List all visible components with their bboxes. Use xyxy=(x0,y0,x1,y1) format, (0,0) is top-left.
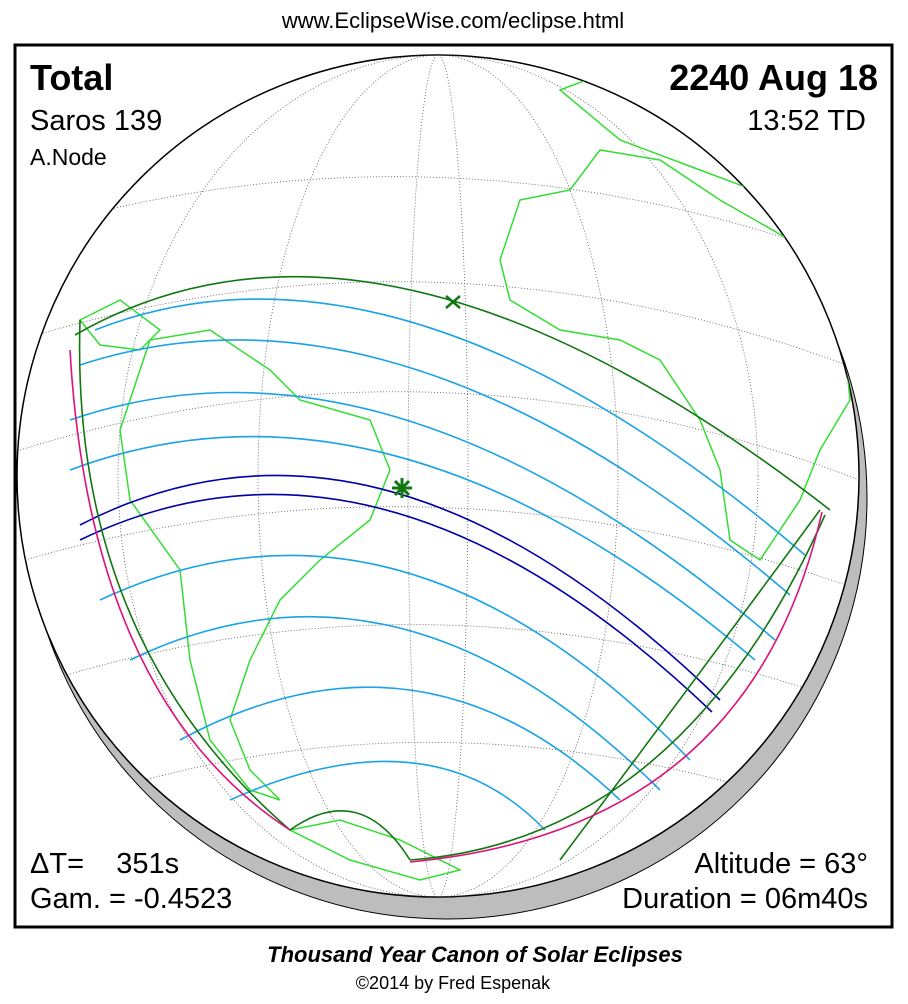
graticule-line xyxy=(49,624,841,701)
totality-path-limit xyxy=(79,493,713,713)
time: 13:52 TD xyxy=(747,105,866,137)
gamma: Gam. = -0.4523 xyxy=(30,883,232,915)
node: A.Node xyxy=(30,144,107,170)
graticule-line xyxy=(19,391,859,481)
altitude: Altitude = 63° xyxy=(694,848,868,880)
penumbral-limit xyxy=(409,514,826,861)
duration: Duration = 06m40s xyxy=(622,883,868,915)
graticule-line xyxy=(407,55,469,897)
eclipse-magnitude-curve xyxy=(79,339,791,596)
eclipse-magnitude-curve xyxy=(94,298,806,556)
totality-path-limit xyxy=(79,474,721,701)
saros: Saros 139 xyxy=(30,105,162,137)
footer-title: Thousand Year Canon of Solar Eclipses xyxy=(267,942,683,967)
globe-view xyxy=(16,54,868,920)
eclipse-magnitude-curve xyxy=(129,615,661,791)
date: 2240 Aug 18 xyxy=(669,57,878,98)
eclipse-magnitude-curve xyxy=(69,435,756,661)
graticule-line xyxy=(117,55,759,897)
rise-set-limit xyxy=(409,511,823,863)
globe-content xyxy=(19,55,859,897)
earth-disk xyxy=(16,54,860,898)
graticule-line xyxy=(257,55,619,897)
eclipse-magnitude-curve xyxy=(229,760,546,831)
eclipse-type: Total xyxy=(30,57,113,98)
coastline xyxy=(78,299,162,351)
coastline xyxy=(499,149,851,562)
greatest-eclipse-marker xyxy=(392,478,412,498)
url: www.EclipseWise.com/eclipse.html xyxy=(281,8,624,33)
eclipse-magnitude-curve xyxy=(99,554,691,761)
penumbral-limit xyxy=(289,809,411,861)
coastline xyxy=(119,329,391,801)
rise-set-limit xyxy=(69,349,291,831)
graticule-line xyxy=(24,506,859,591)
greatest-eclipse-axis-marker xyxy=(445,295,461,309)
eclipse-magnitude-curve xyxy=(69,391,776,641)
credit: ©2014 by Fred Espenak xyxy=(356,973,551,993)
penumbral-limit xyxy=(74,275,831,511)
eclipse-magnitude-curve xyxy=(179,686,621,801)
graticule-line xyxy=(19,281,859,371)
penumbral-limit xyxy=(78,319,291,831)
graticule-line xyxy=(109,741,791,801)
frame xyxy=(13,43,894,929)
delta-t: ΔT= 351s xyxy=(30,848,179,880)
coastline xyxy=(287,819,463,881)
